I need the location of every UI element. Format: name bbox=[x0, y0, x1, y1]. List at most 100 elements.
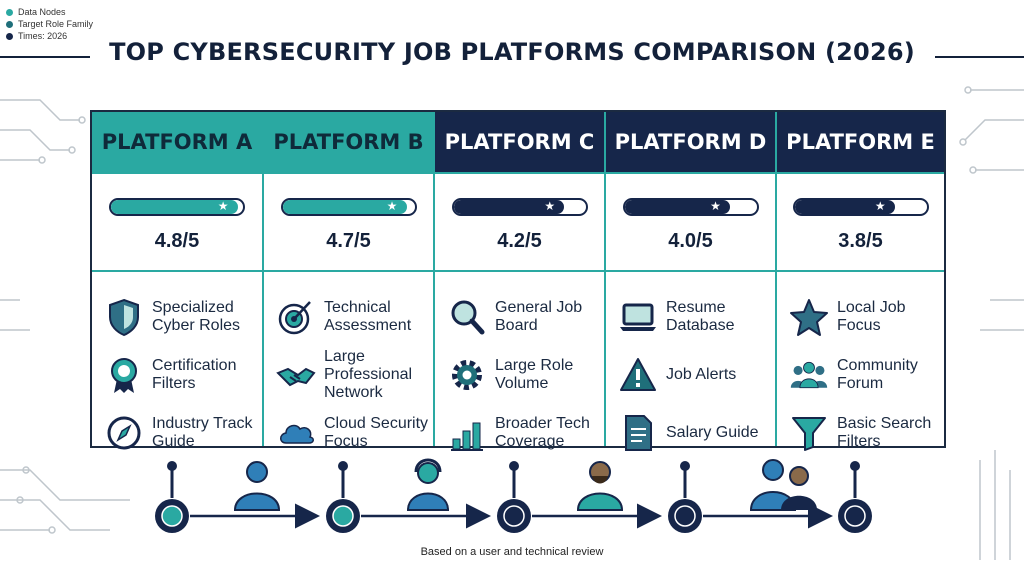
feature-label: Broader Tech Coverage bbox=[495, 415, 590, 450]
feature-label: Certification Filters bbox=[152, 357, 237, 392]
star-icon bbox=[790, 299, 828, 336]
feature-item: Job Alerts bbox=[618, 346, 775, 404]
gear-icon bbox=[452, 360, 482, 390]
rating-bar: ★ bbox=[622, 198, 759, 216]
platform-column-d: PLATFORM D ★ 4.0/5 Resume Database Job A… bbox=[604, 112, 775, 451]
title-rule-left bbox=[0, 56, 90, 58]
feature-label: Salary Guide bbox=[666, 424, 759, 441]
platform-column-a: PLATFORM A ★ 4.8/5 Specialized Cyber Rol… bbox=[92, 112, 262, 450]
platform-header: PLATFORM D bbox=[606, 112, 775, 174]
timeline-node bbox=[838, 461, 872, 533]
headset-person-icon bbox=[406, 458, 450, 511]
feature-item: Resume Database bbox=[618, 288, 775, 346]
feature-item: Large Professional Network bbox=[276, 346, 433, 404]
footnote: Based on a user and technical review bbox=[420, 546, 604, 558]
rating-cell: ★ 4.8/5 bbox=[92, 174, 262, 272]
handshake-icon bbox=[276, 367, 316, 387]
legend-label: Times: 2026 bbox=[18, 31, 68, 41]
timeline-node bbox=[497, 461, 531, 533]
rating-fill bbox=[624, 200, 731, 214]
star-icon: ★ bbox=[544, 199, 556, 213]
rating-score: 4.0/5 bbox=[668, 230, 713, 252]
laptop-icon bbox=[620, 303, 656, 331]
platform-header: PLATFORM B bbox=[264, 112, 433, 174]
compass-icon bbox=[107, 416, 141, 450]
target-icon bbox=[278, 301, 311, 335]
timeline-node bbox=[326, 461, 360, 533]
rating-bar: ★ bbox=[109, 198, 245, 216]
rating-cell: ★ 4.2/5 bbox=[435, 174, 604, 272]
feature-item: Large Role Volume bbox=[447, 346, 604, 404]
rating-cell: ★ 3.8/5 bbox=[777, 174, 944, 272]
rating-cell: ★ 4.0/5 bbox=[606, 174, 775, 272]
feature-label: Large Role Volume bbox=[495, 357, 574, 392]
legend-dot bbox=[6, 20, 13, 28]
rating-cell: ★ 4.7/5 bbox=[264, 174, 433, 272]
legend-item: Target Role Family bbox=[6, 18, 93, 30]
star-icon: ★ bbox=[710, 199, 721, 213]
feature-item: Community Forum bbox=[789, 346, 944, 404]
rating-score: 4.7/5 bbox=[326, 230, 371, 252]
feature-label: Large Professional Network bbox=[324, 348, 413, 401]
rating-bar: ★ bbox=[280, 198, 417, 216]
platform-header: PLATFORM A bbox=[92, 112, 262, 174]
alert-icon bbox=[620, 358, 656, 391]
platform-column-b: PLATFORM B ★ 4.7/5 Technical Assessment … bbox=[262, 112, 433, 450]
rating-fill bbox=[453, 200, 565, 214]
shield-icon bbox=[109, 298, 139, 337]
cloud-icon bbox=[280, 424, 314, 444]
timeline-node bbox=[155, 461, 189, 533]
platform-header: PLATFORM C bbox=[435, 112, 604, 174]
timeline-node bbox=[668, 461, 702, 533]
legend-label: Data Nodes bbox=[18, 7, 66, 17]
feature-label: Resume Database bbox=[666, 299, 735, 334]
feature-label: Technical Assessment bbox=[324, 299, 412, 334]
feature-item: Broader Tech Coverage bbox=[447, 404, 604, 462]
feature-item: Technical Assessment bbox=[276, 288, 433, 346]
feature-item: Cloud Security Focus bbox=[276, 404, 433, 462]
people-icon bbox=[790, 361, 828, 389]
feature-item: Basic Search Filters bbox=[789, 404, 944, 462]
title-rule-right bbox=[935, 56, 1024, 58]
star-icon: ★ bbox=[874, 199, 886, 213]
document-icon bbox=[625, 415, 652, 451]
star-icon: ★ bbox=[217, 199, 229, 213]
comparison-table: PLATFORM A ★ 4.8/5 Specialized Cyber Rol… bbox=[90, 110, 946, 451]
team-icon bbox=[749, 459, 817, 511]
legend: Data Nodes Target Role Family Times: 202… bbox=[6, 6, 93, 42]
feature-item: General Job Board bbox=[447, 288, 604, 346]
legend-dot bbox=[6, 8, 13, 16]
rating-score: 4.2/5 bbox=[497, 230, 542, 252]
feature-item: Specialized Cyber Roles bbox=[104, 288, 262, 346]
star-icon: ★ bbox=[386, 199, 398, 213]
platform-column-c: PLATFORM C ★ 4.2/5 General Job Board Lar… bbox=[433, 112, 604, 451]
feature-item: Certification Filters bbox=[104, 346, 262, 404]
page-title: TOP CYBERSECURITY JOB PLATFORMS COMPARIS… bbox=[109, 38, 915, 66]
funnel-icon bbox=[792, 417, 826, 451]
bearded-person-icon bbox=[576, 461, 624, 511]
feature-label: Basic Search Filters bbox=[837, 415, 932, 450]
rating-bar: ★ bbox=[792, 198, 929, 216]
feature-label: Local Job Focus bbox=[837, 299, 906, 334]
feature-list: Local Job Focus Community Forum Basic Se… bbox=[777, 272, 944, 462]
legend-item: Times: 2026 bbox=[6, 30, 93, 42]
feature-label: Industry Track Guide bbox=[152, 415, 253, 450]
legend-dot bbox=[6, 32, 13, 40]
progress-timeline bbox=[155, 458, 872, 533]
feature-label: Job Alerts bbox=[666, 366, 737, 383]
feature-item: Industry Track Guide bbox=[104, 404, 262, 462]
feature-list: General Job Board Large Role Volume Broa… bbox=[435, 272, 604, 462]
rating-score: 4.8/5 bbox=[154, 230, 200, 252]
bar-chart-icon bbox=[451, 422, 483, 451]
rating-score: 3.8/5 bbox=[838, 230, 883, 252]
platform-column-e: PLATFORM E ★ 3.8/5 Local Job Focus Commu… bbox=[775, 112, 944, 451]
rating-fill bbox=[282, 200, 407, 214]
feature-label: Community Forum bbox=[837, 357, 918, 392]
feature-list: Resume Database Job Alerts Salary Guide bbox=[606, 272, 775, 462]
rating-bar: ★ bbox=[451, 198, 588, 216]
certificate-icon bbox=[111, 358, 137, 393]
feature-list: Specialized Cyber Roles Certification Fi… bbox=[92, 272, 262, 462]
feature-label: Specialized Cyber Roles bbox=[152, 299, 241, 334]
feature-item: Local Job Focus bbox=[789, 288, 944, 346]
